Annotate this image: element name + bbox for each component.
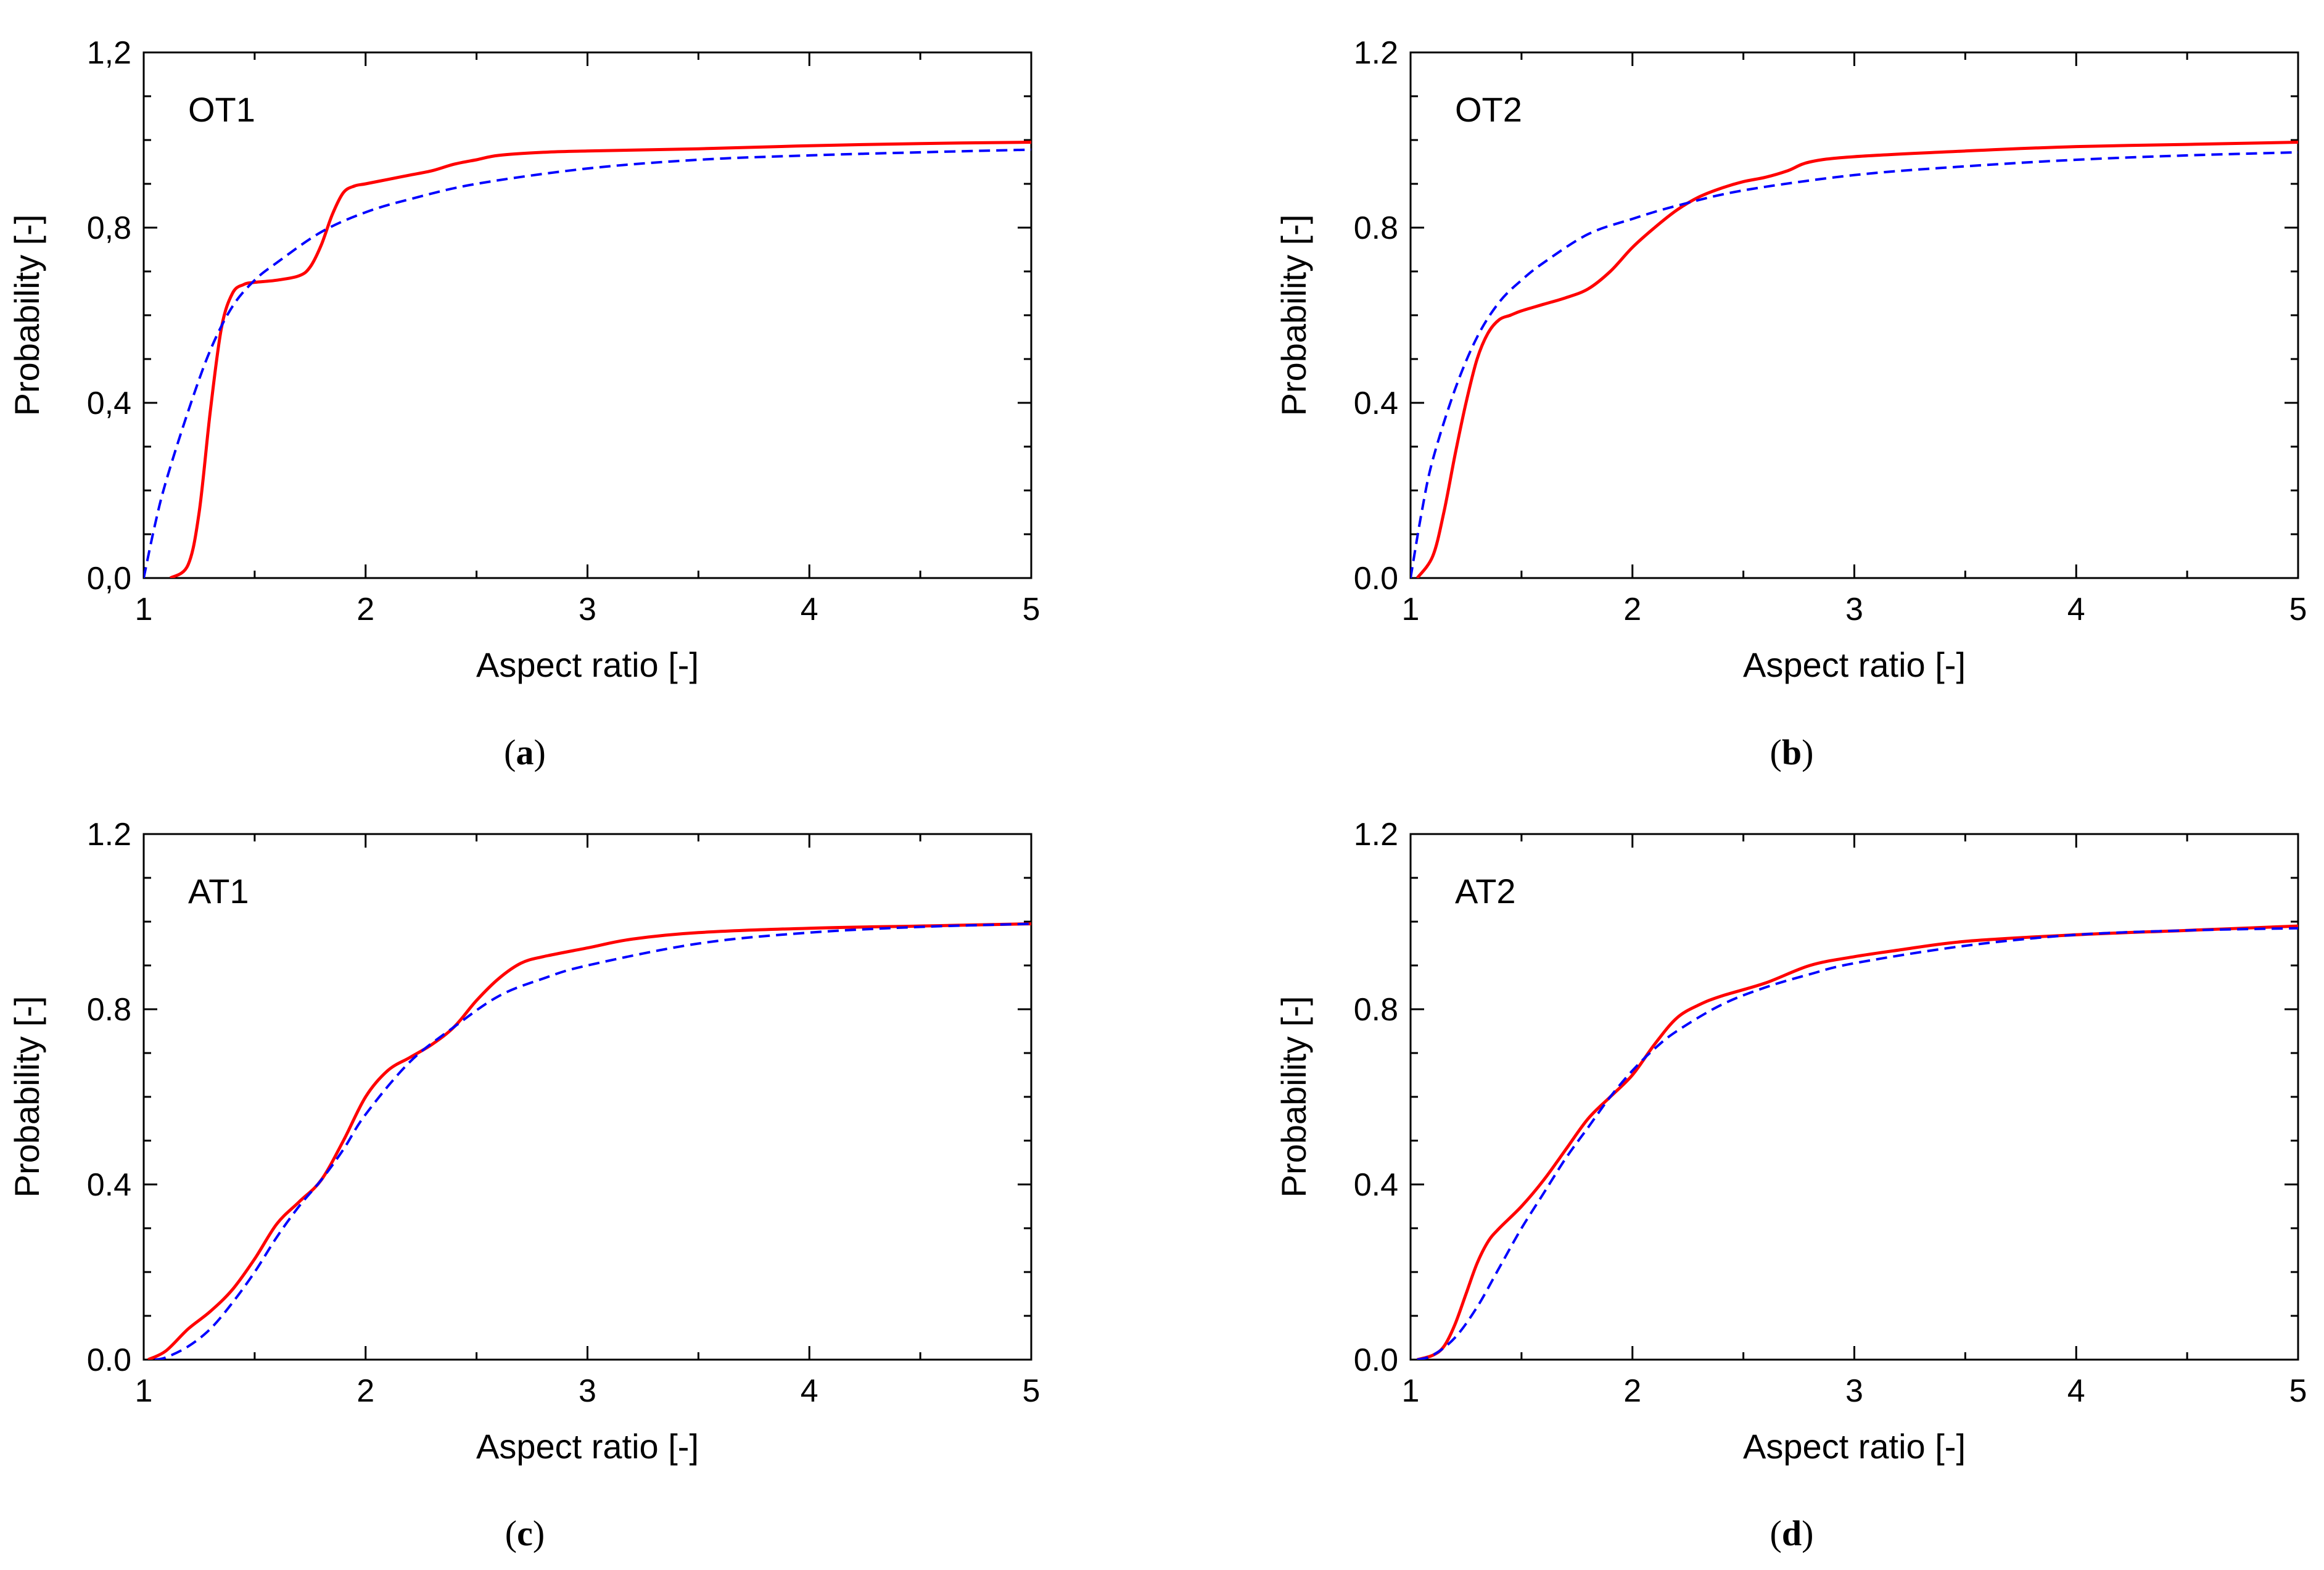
dashed-series-line-d xyxy=(1417,927,2298,1360)
panel-annotation-a: OT1 xyxy=(188,90,255,129)
panel-d: 1 2 3 4 5 0.0 0.4 0.8 1.2 Aspect ratio [-] Probabi… xyxy=(1274,817,2307,1466)
y-tick-label: 0.0 xyxy=(1354,1342,1398,1378)
panel-caption-d-letter: d xyxy=(1781,1513,1802,1553)
dashed-series-line-a xyxy=(144,148,1031,578)
x-tick-label: 1 xyxy=(135,1373,153,1409)
x-axis-label: Aspect ratio [-] xyxy=(476,1427,699,1466)
y-tick-label: 1,2 xyxy=(87,35,131,71)
x-tick-label: 5 xyxy=(2289,1373,2307,1409)
x-tick-label: 2 xyxy=(356,592,374,627)
panel-annotation-b: OT2 xyxy=(1455,90,1522,129)
solid-series-line-a xyxy=(169,141,1031,578)
plot-frame-b xyxy=(1409,51,2299,579)
solid-series-line-c xyxy=(147,922,1031,1360)
x-tick-label: 3 xyxy=(579,1373,596,1409)
x-tick-label: 3 xyxy=(1845,592,1863,627)
panel-caption-b-letter: b xyxy=(1781,732,1802,772)
x-tick-label: 4 xyxy=(2067,1373,2085,1409)
x-tick-label: 4 xyxy=(801,1373,818,1409)
y-tick-label: 1.2 xyxy=(1354,35,1398,71)
y-axis-label: Probability [-] xyxy=(1274,996,1313,1198)
y-tick-label: 0.8 xyxy=(87,992,131,1028)
y-axis-label: Probability [-] xyxy=(7,996,46,1198)
x-tick-label: 3 xyxy=(579,592,596,627)
x-axis-label: Aspect ratio [-] xyxy=(476,645,699,684)
y-axis-label: Probability [-] xyxy=(7,215,46,416)
y-tick-label: 0.0 xyxy=(87,1342,131,1378)
y-tick-label: 0,8 xyxy=(87,210,131,246)
y-tick-label: 0,0 xyxy=(87,561,131,597)
plot-frame-c xyxy=(142,833,1032,1361)
y-tick-label: 0.4 xyxy=(1354,386,1398,421)
solid-series-line-b xyxy=(1415,141,2298,578)
x-tick-label: 4 xyxy=(2067,592,2085,627)
panel-a: 1 2 3 4 5 0,0 0,4 0,8 1,2 Aspect ratio [-] Probabi… xyxy=(7,35,1040,684)
x-tick-label: 1 xyxy=(135,592,153,627)
panel-c: 1 2 3 4 5 0.0 0.4 0.8 1.2 Aspect ratio [-] Probabi… xyxy=(7,817,1040,1466)
x-tick-label: 5 xyxy=(1023,1373,1040,1409)
y-tick-label: 1.2 xyxy=(1354,817,1398,853)
panel-caption-c-letter: c xyxy=(517,1513,533,1553)
solid-series-line-d xyxy=(1417,924,2298,1360)
y-tick-label: 0.4 xyxy=(87,1167,131,1203)
y-axis-label: Probability [-] xyxy=(1274,215,1313,416)
x-tick-label: 3 xyxy=(1845,1373,1863,1409)
panel-caption-a-letter: a xyxy=(516,732,534,772)
panel-caption-d: (d) xyxy=(1770,1513,1814,1553)
x-tick-label: 2 xyxy=(1623,592,1641,627)
panel-caption-a: (a) xyxy=(504,732,546,772)
y-tick-label: 1.2 xyxy=(87,817,131,853)
y-tick-label: 0,4 xyxy=(87,386,131,421)
x-tick-label: 2 xyxy=(356,1373,374,1409)
plot-frame-a xyxy=(142,51,1032,579)
dashed-series-line-c xyxy=(154,922,1031,1360)
x-tick-label: 5 xyxy=(2289,592,2307,627)
panel-annotation-c: AT1 xyxy=(188,872,249,911)
y-tick-label: 0.8 xyxy=(1354,210,1398,246)
panel-caption-b: (b) xyxy=(1770,732,1814,772)
y-tick-label: 0.0 xyxy=(1354,561,1398,597)
panel-caption-c: (c) xyxy=(505,1513,545,1553)
x-axis-label: Aspect ratio [-] xyxy=(1743,645,1966,684)
x-tick-label: 1 xyxy=(1402,592,1420,627)
panel-annotation-d: AT2 xyxy=(1455,872,1516,911)
x-axis-label: Aspect ratio [-] xyxy=(1743,1427,1966,1466)
panel-b: 1 2 3 4 5 0.0 0.4 0.8 1.2 Aspect ratio [-] Probabi… xyxy=(1274,35,2307,684)
x-tick-label: 1 xyxy=(1402,1373,1420,1409)
x-tick-label: 2 xyxy=(1623,1373,1641,1409)
x-tick-label: 4 xyxy=(801,592,818,627)
y-tick-label: 0.4 xyxy=(1354,1167,1398,1203)
x-tick-label: 5 xyxy=(1023,592,1040,627)
plot-frame-d xyxy=(1409,833,2299,1361)
y-tick-label: 0.8 xyxy=(1354,992,1398,1028)
dashed-series-line-b xyxy=(1411,151,2298,578)
